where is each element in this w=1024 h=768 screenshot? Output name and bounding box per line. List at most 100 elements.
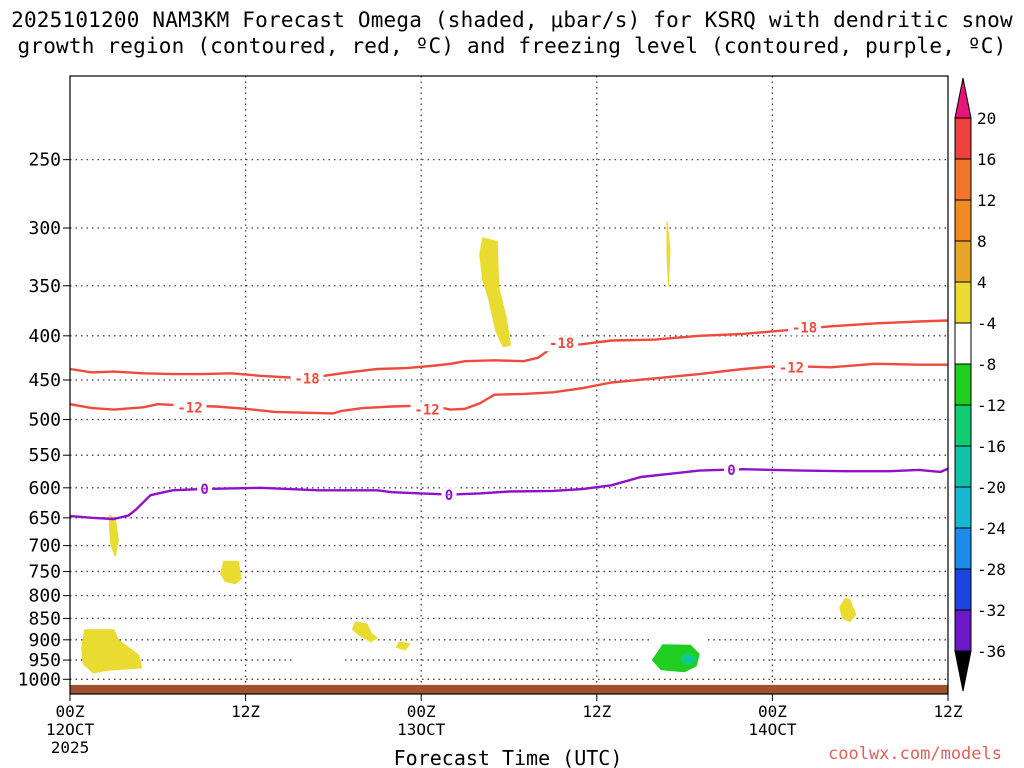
x-tick-label: 14OCT <box>748 720 797 739</box>
y-tick-label-500: 500 <box>28 409 61 430</box>
contour-label-bg <box>410 401 444 418</box>
contour-label: 0 <box>727 463 735 479</box>
colorbar-label: 12 <box>977 191 996 210</box>
contour-label: -18 <box>792 320 817 336</box>
omega-region <box>109 514 119 557</box>
y-tick-label-400: 400 <box>28 326 61 347</box>
colorbar-bottom-arrow <box>954 650 972 692</box>
colorbar-label: 20 <box>977 109 996 128</box>
y-tick-label-750: 750 <box>28 561 61 582</box>
x-tick-label: 12Z <box>582 702 611 721</box>
colorbar-label: 8 <box>977 232 987 251</box>
temperature-contours: -18 -18 -18 -12 -12 -12 0 0 0 <box>69 319 949 521</box>
omega-region <box>479 237 511 348</box>
x-tick-label: 00Z <box>758 702 787 721</box>
colorbar-label: 16 <box>977 150 996 169</box>
contour-label: 0 <box>200 482 208 498</box>
contour-label-bg <box>723 461 739 478</box>
y-tick-label-250: 250 <box>28 150 61 171</box>
colorbar-band <box>954 404 972 447</box>
colorbar-label: -20 <box>977 478 1006 497</box>
contour-label-bg <box>788 319 822 336</box>
contour-label: -18 <box>294 371 319 387</box>
contour-label-bg <box>173 399 207 416</box>
x-tick-label: 13OCT <box>397 720 446 739</box>
colorbar-band <box>954 568 972 611</box>
colorbar-band <box>954 445 972 488</box>
x-tick-label: 00Z <box>407 702 436 721</box>
omega-region <box>651 644 700 673</box>
contour-label: 0 <box>445 488 453 504</box>
omega-shading <box>70 221 948 694</box>
y-tick-label-850: 850 <box>28 608 61 629</box>
omega-region <box>839 597 857 622</box>
plot-frame <box>69 75 949 695</box>
omega-region <box>684 655 694 663</box>
y-tick-label-800: 800 <box>28 586 61 607</box>
surface-ground <box>70 684 948 694</box>
chart-title-line-2: growth region (contoured, red, ºC) and f… <box>17 34 1007 58</box>
contour-label: -18 <box>549 336 574 352</box>
contour-label-bg <box>197 481 213 498</box>
omega-region <box>220 560 242 585</box>
contour-line-minus18 <box>69 319 949 379</box>
colorbar-label: -28 <box>977 560 1006 579</box>
contour-label-bg <box>290 370 324 387</box>
y-tick-label-300: 300 <box>28 218 61 239</box>
y-tick-label-650: 650 <box>28 508 61 529</box>
colorbar-band <box>954 609 972 652</box>
plot-border <box>69 75 949 695</box>
y-tick-label-550: 550 <box>28 445 61 466</box>
omega-region <box>291 648 343 675</box>
x-tick-label: 12OCT <box>46 720 95 739</box>
y-tick-label-900: 900 <box>28 630 61 651</box>
y-tick-label-350: 350 <box>28 276 61 297</box>
contour-label-bg <box>441 487 457 504</box>
colorbar-band <box>954 158 972 201</box>
colorbar-band <box>954 199 972 242</box>
colorbar-label: -8 <box>977 355 996 374</box>
x-axis-label: Forecast Time (UTC) <box>394 746 623 768</box>
contour-label: -12 <box>414 403 439 419</box>
y-tick-label-1000: 1000 <box>18 669 61 690</box>
colorbar-label: 4 <box>977 273 987 292</box>
chart-title-line-1: 2025101200 NAM3KM Forecast Omega (shaded… <box>11 8 1013 32</box>
x-tick-label: 2025 <box>51 738 90 757</box>
contour-label: -12 <box>177 400 202 416</box>
y-tick-label-450: 450 <box>28 370 61 391</box>
omega-region <box>666 221 671 286</box>
x-tick-label: 12Z <box>231 702 260 721</box>
colorbar-band <box>954 281 972 324</box>
contour-label-bg <box>545 335 579 352</box>
colorbar-label: -36 <box>977 642 1006 661</box>
grid <box>70 76 948 694</box>
colorbar-label: -32 <box>977 601 1006 620</box>
colorbar-band <box>954 117 972 160</box>
colorbar-band <box>954 322 972 365</box>
omega-region <box>837 523 844 547</box>
x-tick-label: 12Z <box>934 702 963 721</box>
y-tick-label-600: 600 <box>28 478 61 499</box>
omega-region <box>351 621 378 643</box>
contour-label: -12 <box>779 360 804 376</box>
omega-region <box>395 641 410 651</box>
omega-region <box>81 629 143 674</box>
x-tick-label: 00Z <box>56 702 85 721</box>
colorbar-band <box>954 527 972 570</box>
omega-colorbar: 20 16 12 8 4 -4 -8 -12 -16 -20 -24 -28 -32 -36 <box>954 77 1006 692</box>
source-credit: coolwx.com/models <box>828 744 1002 764</box>
colorbar-band <box>954 486 972 529</box>
colorbar-label: -16 <box>977 437 1006 456</box>
y-tick-label-950: 950 <box>28 650 61 671</box>
contour-line-0 <box>69 467 949 521</box>
colorbar-label: -4 <box>977 314 996 333</box>
colorbar-top-arrow <box>954 77 972 119</box>
colorbar-label: -24 <box>977 519 1006 538</box>
pressure-axis: 2503003504004505005506006507007508008509… <box>18 150 70 690</box>
colorbar-label: -12 <box>977 396 1006 415</box>
y-tick-label-700: 700 <box>28 536 61 557</box>
colorbar-band <box>954 240 972 283</box>
contour-label-bg <box>774 359 808 376</box>
